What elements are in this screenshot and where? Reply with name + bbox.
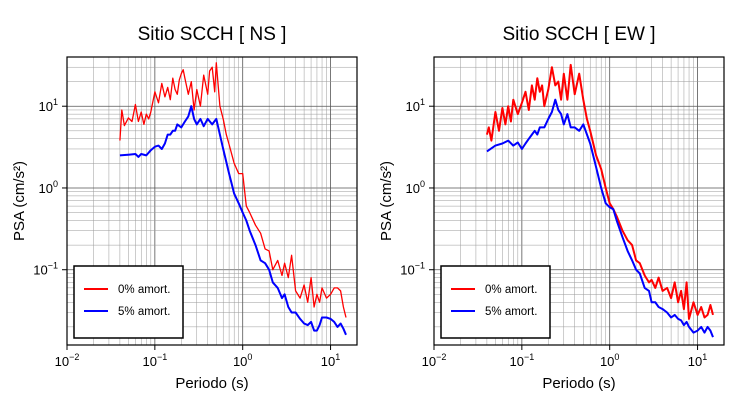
x-tick-label: 10−2 (422, 352, 447, 369)
chart-title: Sitio SCCH [ NS ] (138, 24, 287, 45)
legend-label: 0% amort. (118, 284, 170, 296)
plot-frame (433, 56, 725, 346)
x-tick-label: 101 (321, 352, 340, 369)
x-tick-label: 101 (688, 352, 707, 369)
x-tick-label: 100 (233, 352, 252, 369)
chart-title: Sitio SCCH [ EW ] (502, 24, 655, 45)
y-tick-label: 101 (39, 97, 58, 114)
x-axis-label: Periodo (s) (542, 375, 615, 392)
chart-panel-ns: Sitio SCCH [ NS ] Periodo (s) PSA (cm/s²… (11, 24, 358, 392)
legend-label: 0% amort. (485, 284, 537, 296)
y-tick-label: 10−1 (400, 261, 425, 278)
series-line-amort-0 (485, 63, 714, 320)
series-line-amort-5 (486, 98, 714, 338)
y-tick-label: 100 (39, 179, 58, 196)
chart-panel-ew: Sitio SCCH [ EW ] Periodo (s) PSA (cm/s²… (378, 24, 725, 392)
legend-box (73, 265, 184, 339)
x-tick-label: 10−2 (55, 352, 80, 369)
x-tick-label: 10−1 (142, 352, 167, 369)
y-axis-label: PSA (cm/s²) (11, 161, 28, 241)
legend-label: 5% amort. (485, 306, 537, 318)
series-line-amort-0 (119, 62, 347, 318)
plot-frame (66, 56, 358, 346)
series-line-amort-5 (119, 105, 347, 336)
y-tick-label: 101 (406, 97, 425, 114)
x-tick-label: 100 (600, 352, 619, 369)
y-axis-label: PSA (cm/s²) (378, 161, 395, 241)
legend-box (440, 265, 551, 339)
legend: 0% amort. 5% amort. (73, 265, 184, 339)
legend: 0% amort. 5% amort. (440, 265, 551, 339)
legend-label: 5% amort. (118, 306, 170, 318)
x-axis-label: Periodo (s) (175, 375, 248, 392)
x-tick-label: 10−1 (509, 352, 534, 369)
y-tick-label: 100 (406, 179, 425, 196)
y-tick-label: 10−1 (33, 261, 58, 278)
